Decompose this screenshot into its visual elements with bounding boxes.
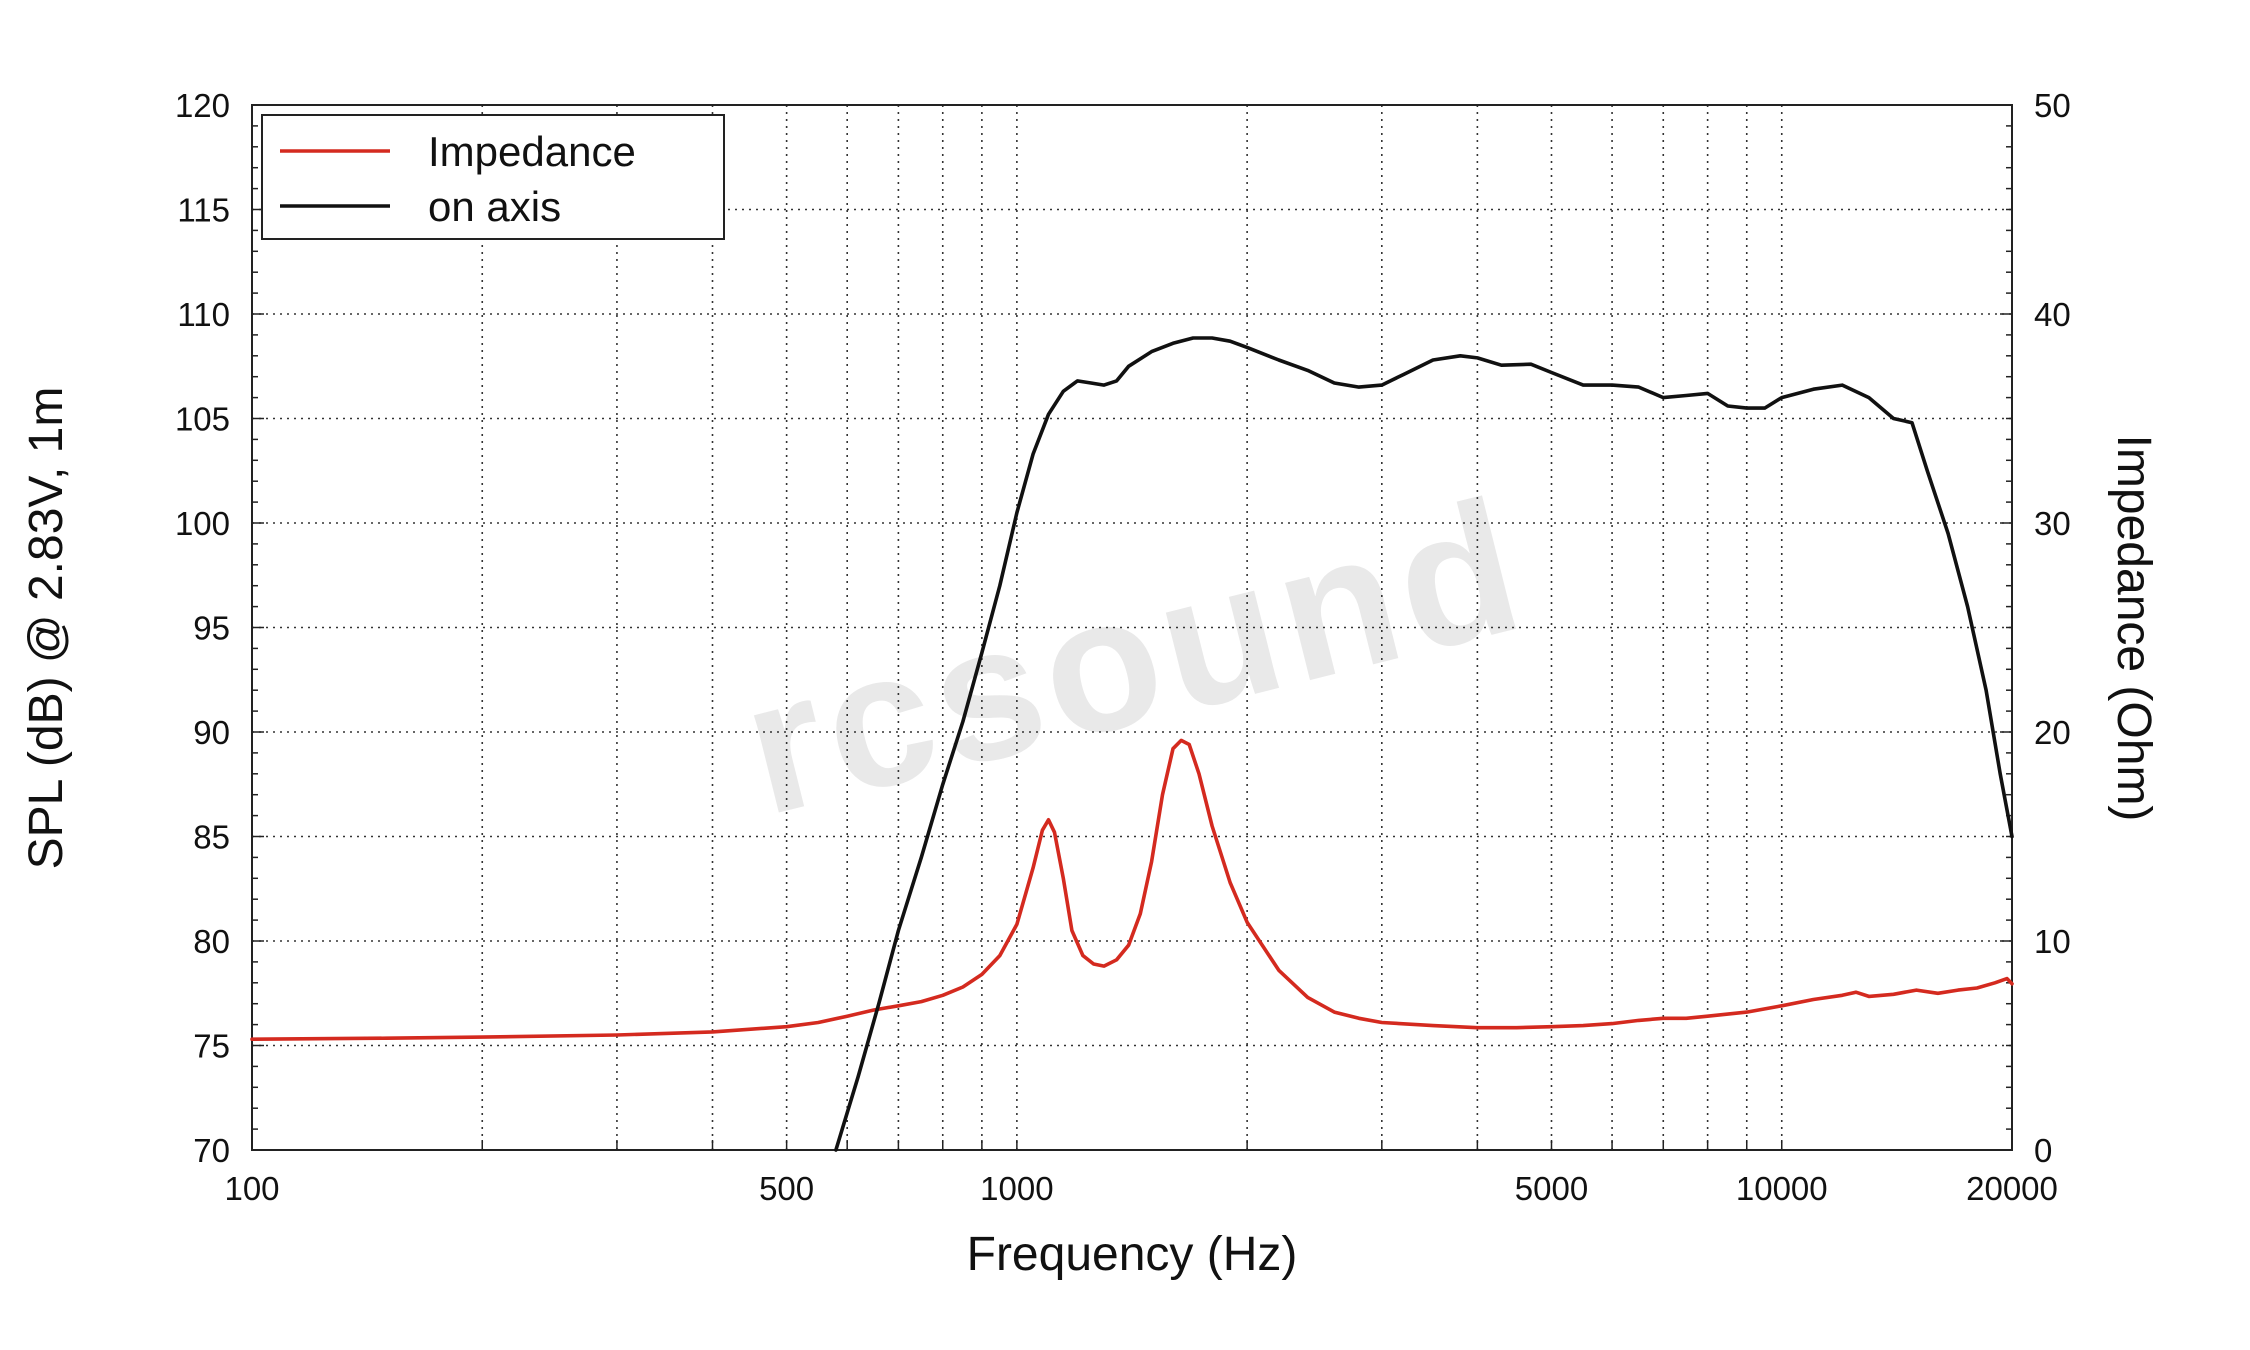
minor-tick-layer [251, 104, 2013, 1151]
y2-tick-label: 0 [2034, 1132, 2052, 1169]
y2-tick-label: 10 [2034, 923, 2071, 960]
series-line-impedance [250, 738, 2014, 1041]
x-tick-label: 20000 [1966, 1170, 2058, 1207]
watermark-layer: rcsound [725, 458, 1544, 855]
y-axis-title: SPL (dB) @ 2.83V, 1m [20, 387, 73, 870]
x-tick-label: 5000 [1515, 1170, 1588, 1207]
tick-label-layer: 70 75 80 85 90 95 100 105 110 115 120 0 10 20 30 40 50 10… [175, 87, 2071, 1207]
legend-label-on-axis: on axis [428, 183, 561, 230]
x-tick-label: 100 [224, 1170, 279, 1207]
y-tick-label: 100 [175, 505, 230, 542]
y2-axis-title: Impedance (Ohm) [2107, 435, 2160, 822]
y-tick-label: 110 [177, 296, 230, 333]
legend-label-impedance: Impedance [428, 128, 636, 175]
x-tick-label: 500 [759, 1170, 814, 1207]
legend: Impedance on axis [261, 114, 725, 240]
legend-box [261, 114, 725, 240]
y-tick-label: 75 [193, 1028, 230, 1065]
y-tick-label: 120 [175, 87, 230, 124]
x-axis-title: Frequency (Hz) [967, 1228, 1298, 1281]
y2-tick-label: 30 [2034, 505, 2071, 542]
y-tick-label: 115 [177, 192, 230, 229]
y-tick-label: 105 [175, 401, 230, 438]
y2-tick-label: 40 [2034, 296, 2071, 333]
series-line-on-axis [834, 336, 2014, 1152]
y-tick-label: 85 [193, 819, 230, 856]
x-tick-label: 10000 [1736, 1170, 1828, 1207]
y2-tick-label: 50 [2034, 87, 2071, 124]
y2-tick-label: 20 [2034, 714, 2071, 751]
y-tick-label: 80 [193, 923, 230, 960]
watermark-logo: rcsound [725, 458, 1544, 855]
y-tick-label: 90 [193, 714, 230, 751]
x-tick-label: 1000 [980, 1170, 1053, 1207]
y-tick-label: 95 [193, 610, 230, 647]
series-layer [250, 336, 2014, 1152]
y-tick-label: 70 [193, 1132, 230, 1169]
